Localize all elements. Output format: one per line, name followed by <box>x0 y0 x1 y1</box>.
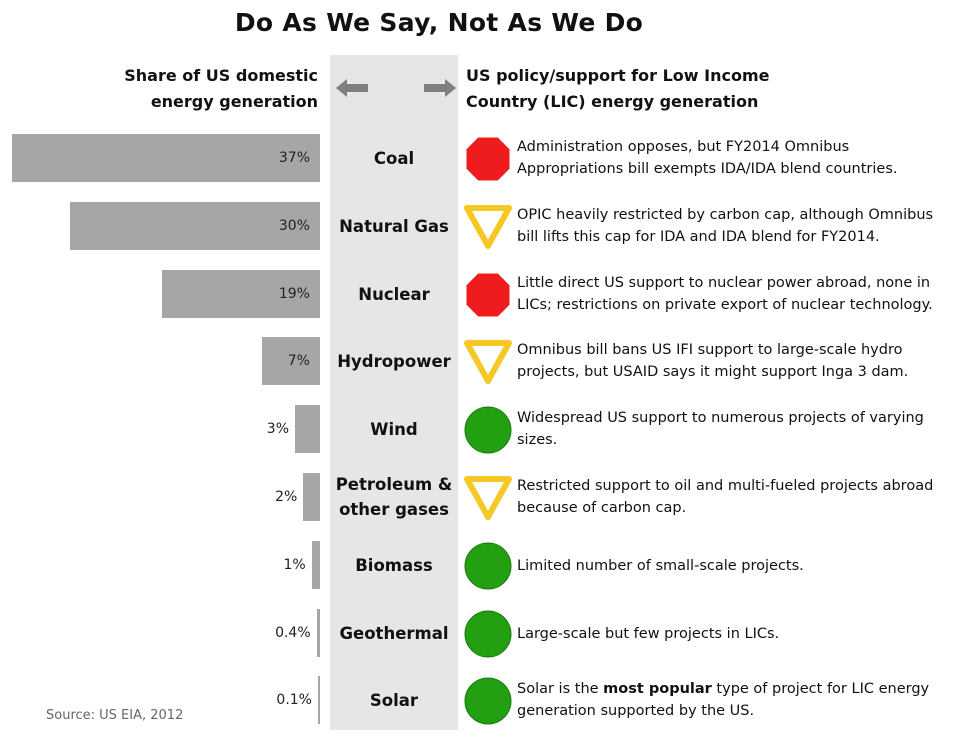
bar <box>12 134 320 182</box>
category-label: Geothermal <box>339 623 449 643</box>
left-header-line-1: Share of US domestic <box>124 66 318 85</box>
bar-value-label: 7% <box>287 353 310 369</box>
green-circle-icon <box>463 541 513 591</box>
bar-value-label: 2% <box>275 489 298 505</box>
chart-row: 0.4% Geothermal Large-scale but few projec… <box>0 609 978 677</box>
bar <box>70 202 320 250</box>
right-header-line-1: US policy/support for Low Income <box>466 66 770 85</box>
chart-title: Do As We Say, Not As We Do <box>234 8 644 37</box>
chart-row: 0.1% Solar Solar is the most popular type … <box>0 676 978 744</box>
yield-sign-icon <box>463 337 513 387</box>
chart-row: 2% Petroleum & other gases Restricted suppo… <box>0 473 978 541</box>
chart-row: 1% Biomass Limited number of small-scale p… <box>0 541 978 609</box>
bar <box>295 405 320 453</box>
policy-description: Omnibus bill bans US IFI support to larg… <box>517 342 909 380</box>
source-note: Source: US EIA, 2012 <box>46 708 184 723</box>
policy-description: OPIC heavily restricted by carbon cap, a… <box>517 207 934 245</box>
stop-sign-icon <box>463 134 513 184</box>
bar <box>303 473 320 521</box>
chart-row: 30% Natural Gas OPIC heavily restricted by… <box>0 202 978 270</box>
yield-sign-icon <box>463 202 513 252</box>
left-header: Share of US domestic energy generation <box>60 63 318 115</box>
emphasis-text: most popular <box>603 681 712 697</box>
green-circle-icon <box>463 405 513 455</box>
bar <box>316 609 320 657</box>
chart-row: 7% Hydropower Omnibus bill bans US IFI sup… <box>0 337 978 405</box>
right-header-line-2: Country (LIC) energy generation <box>466 92 759 111</box>
category-label: Petroleum & other gases <box>335 475 453 519</box>
category-label: Coal <box>373 148 415 168</box>
bar-value-label: 1% <box>283 557 306 573</box>
bar <box>311 541 320 589</box>
policy-description: Widespread US support to numerous projec… <box>517 410 924 448</box>
chart-row: 3% Wind Widespread US support to numerous … <box>0 405 978 473</box>
bar <box>318 676 320 724</box>
bar-value-label: 19% <box>278 286 310 302</box>
yield-sign-icon <box>463 473 513 523</box>
bar <box>261 337 320 385</box>
category-label: Wind <box>370 419 418 439</box>
category-label: Biomass <box>355 555 433 575</box>
green-circle-icon <box>463 676 513 726</box>
policy-description: Limited number of small-scale projects. <box>517 558 804 574</box>
arrow-right-icon <box>424 79 456 97</box>
left-header-line-2: energy generation <box>150 92 318 111</box>
category-label: Nuclear <box>358 284 430 304</box>
stop-sign-icon <box>463 270 513 320</box>
chart-row: 37% Coal Administration opposes, but FY201… <box>0 134 978 202</box>
category-label: Hydropower <box>337 351 451 371</box>
arrow-left-icon <box>336 79 368 97</box>
bar-value-label: 0.1% <box>276 692 312 708</box>
bar-value-label: 37% <box>278 150 310 166</box>
center-category-column <box>330 55 458 730</box>
chart-row: 19% Nuclear Little direct US support to nu… <box>0 270 978 338</box>
category-label: Natural Gas <box>339 216 449 236</box>
bar <box>161 270 320 318</box>
policy-description: Administration opposes, but FY2014 Omnib… <box>517 139 898 177</box>
bar-value-label: 0.4% <box>275 625 311 641</box>
right-header: US policy/support for Low Income Country… <box>466 63 886 115</box>
green-circle-icon <box>463 609 513 659</box>
policy-description: Little direct US support to nuclear powe… <box>517 275 933 313</box>
policy-description: Large-scale but few projects in LICs. <box>517 626 780 642</box>
bar-value-label: 3% <box>266 421 290 437</box>
policy-description: Solar is the most popular type of projec… <box>517 681 930 719</box>
category-label: Solar <box>369 690 419 710</box>
policy-description: Restricted support to oil and multi-fuel… <box>517 478 934 516</box>
bar-value-label: 30% <box>278 218 310 234</box>
